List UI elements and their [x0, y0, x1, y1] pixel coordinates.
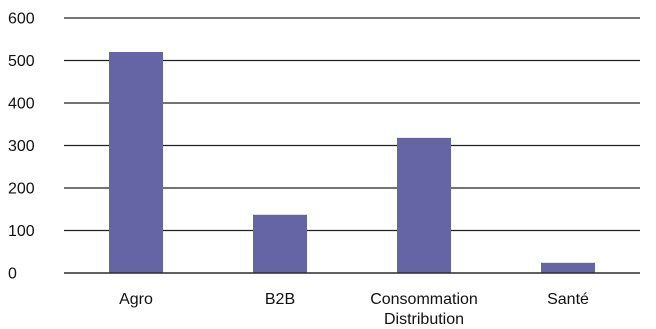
y-tick-label-400: 400	[8, 96, 35, 113]
y-tick-label-200: 200	[8, 181, 35, 198]
y-axis-tick-labels: 0 100 200 300 400 500 600	[8, 11, 35, 283]
x-category-label: Agro	[119, 291, 153, 308]
x-category-label-line: B2B	[265, 291, 295, 308]
x-category-label-line: Santé	[547, 291, 589, 308]
x-category-label-line: Distribution	[384, 311, 464, 328]
x-category-label: Santé	[547, 291, 589, 308]
bar-b2b	[253, 214, 307, 273]
bar-consommation-distribution	[397, 137, 451, 273]
x-category-label-line: Consommation	[370, 291, 478, 308]
bar-santé	[541, 262, 595, 273]
y-tick-label-300: 300	[8, 138, 35, 155]
x-category-label: Consommation Distribution	[370, 291, 478, 328]
x-category-label: B2B	[265, 291, 295, 308]
y-tick-label-500: 500	[8, 53, 35, 70]
x-axis-category-labels: Agro B2B Consommation Distribution Santé	[119, 291, 589, 328]
x-category-label-line: Agro	[119, 291, 153, 308]
bar-agro	[109, 52, 163, 273]
y-tick-label-0: 0	[8, 266, 17, 283]
bars	[109, 52, 595, 273]
y-tick-label-100: 100	[8, 223, 35, 240]
y-tick-label-600: 600	[8, 11, 35, 28]
